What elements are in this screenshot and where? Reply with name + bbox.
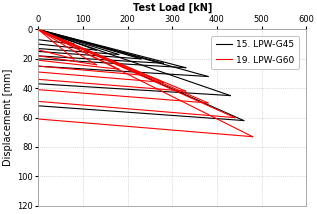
19. LPW-G60 bbox=[72, 58, 76, 60]
X-axis label: Test Load [kN]: Test Load [kN] bbox=[133, 3, 212, 13]
Line: 19. LPW-G60: 19. LPW-G60 bbox=[38, 30, 74, 59]
15. LPW-G45 bbox=[72, 43, 76, 45]
19. LPW-G60 bbox=[36, 28, 40, 31]
15. LPW-G45 bbox=[36, 28, 40, 31]
Y-axis label: Displacement [mm]: Displacement [mm] bbox=[3, 69, 13, 166]
Legend: 15. LPW-G45, 19. LPW-G60: 15. LPW-G45, 19. LPW-G60 bbox=[211, 36, 299, 69]
Line: 15. LPW-G45: 15. LPW-G45 bbox=[38, 30, 74, 44]
